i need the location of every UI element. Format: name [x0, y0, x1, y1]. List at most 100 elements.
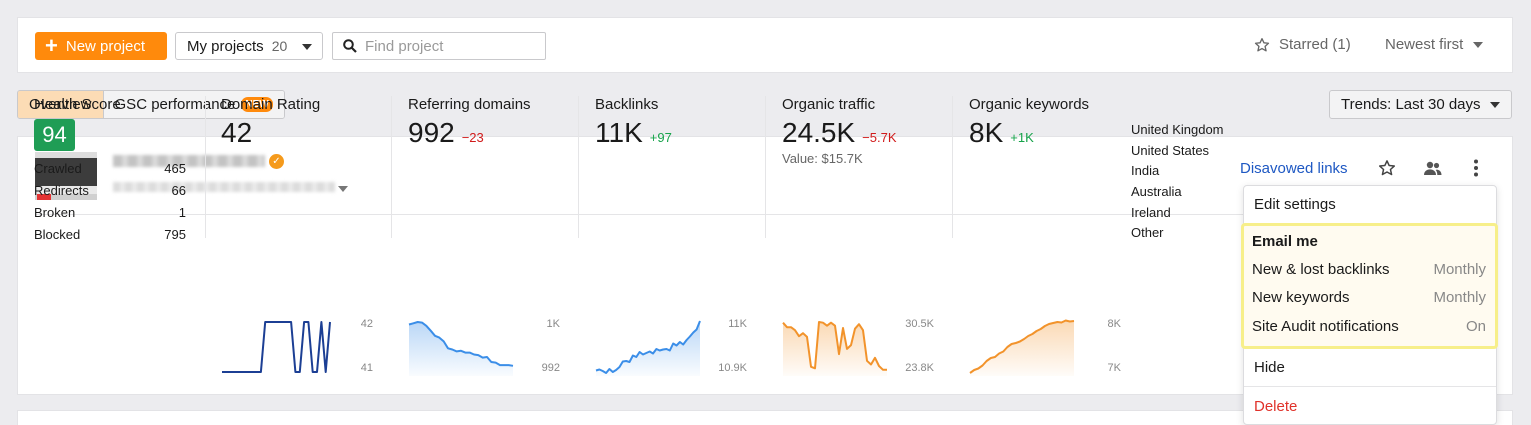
sparkline-line	[782, 321, 887, 371]
health-score-metric[interactable]: Health Score 94 Crawled 465 Redirects 66 B…	[34, 96, 186, 246]
stat-label: Broken	[34, 204, 76, 220]
referring-domains-title: Referring domains	[408, 96, 531, 113]
email-me-title: Email me	[1252, 233, 1318, 250]
organic-keywords-metric[interactable]: Organic keywords 8K +1K	[969, 96, 1089, 246]
stat-value: 66	[171, 182, 186, 198]
email-option-value: Monthly	[1433, 261, 1486, 278]
stat-value: 1	[178, 204, 186, 220]
axis-label-top: 11K	[728, 318, 747, 330]
backlinks-delta: +97	[649, 130, 672, 145]
country-item: Other	[1131, 225, 1164, 241]
sparkline-area	[970, 320, 1074, 376]
tab-overview[interactable]: Overview	[18, 91, 103, 118]
organic-traffic-delta: −5.7K	[862, 130, 897, 145]
star-icon[interactable]	[1378, 159, 1396, 177]
sparkline-line	[408, 321, 514, 367]
organic-traffic-title: Organic traffic	[782, 96, 876, 113]
email-option-value: On	[1465, 318, 1486, 335]
axis-label-top: 42	[360, 318, 373, 330]
traffic-value: Value: $15.7K	[782, 151, 863, 166]
metric-divider	[765, 96, 766, 238]
country-list: United Kingdom United States India Austr…	[1131, 122, 1224, 246]
new-project-label: New project	[65, 37, 146, 55]
country-item: United States	[1131, 142, 1210, 158]
project-name-redacted[interactable]	[113, 155, 265, 167]
sort-label: Newest first	[1385, 36, 1464, 53]
next-project-card	[17, 410, 1513, 425]
project-url-redacted	[113, 182, 335, 192]
organic-keywords-delta: +1K	[1010, 130, 1034, 145]
stat-label: Crawled	[34, 160, 82, 176]
country-item: Australia	[1131, 184, 1182, 200]
stat-label: Redirects	[34, 182, 89, 198]
delete-item[interactable]: Delete	[1254, 398, 1298, 415]
people-icon[interactable]	[1423, 161, 1442, 176]
projects-toolbar: + New project My projects 20 Starred (1)…	[17, 17, 1513, 73]
star-icon	[1254, 37, 1270, 51]
backlinks-metric[interactable]: Backlinks 11K +97	[595, 96, 672, 246]
sparkline-line	[969, 319, 1075, 374]
organic-traffic-metric[interactable]: Organic traffic 24.5K −5.7K Value: $15.7K	[782, 96, 897, 246]
domain-rating-value: 42	[221, 117, 253, 148]
plus-icon: +	[45, 33, 58, 58]
projects-filter-select[interactable]: My projects 20	[175, 32, 323, 60]
search-icon	[343, 39, 357, 53]
project-search[interactable]	[332, 32, 546, 60]
metric-divider	[391, 96, 392, 238]
verified-icon: ✓	[269, 154, 284, 169]
more-vertical-icon[interactable]	[1474, 159, 1478, 177]
starred-filter[interactable]: Starred (1)	[1254, 36, 1351, 53]
backlinks-value: 11K	[595, 117, 643, 148]
email-option-label: Site Audit notifications	[1252, 318, 1399, 335]
referring-domains-metric[interactable]: Referring domains 992 −23	[408, 96, 531, 246]
axis-label-top: 8K	[1107, 318, 1121, 330]
sparkline-line	[222, 321, 331, 373]
organic-keywords-title: Organic keywords	[969, 96, 1090, 113]
organic-traffic-value: 24.5K	[782, 117, 856, 148]
sparkline-line	[595, 320, 701, 374]
domain-rating-chart	[222, 321, 331, 373]
disavowed-links-link[interactable]: Disavowed links	[1240, 160, 1348, 177]
crawl-stats: Crawled 465 Redirects 66 Broken 1 Blocked 79…	[34, 157, 186, 245]
new-project-button[interactable]: + New project	[35, 32, 167, 60]
stat-value: 795	[164, 226, 186, 242]
backlinks-title: Backlinks	[595, 96, 659, 113]
country-item: Ireland	[1131, 204, 1171, 220]
email-option-value: Monthly	[1433, 289, 1486, 306]
search-input[interactable]	[365, 37, 535, 55]
email-option-backlinks[interactable]: New & lost backlinks Monthly	[1252, 261, 1486, 278]
sort-select[interactable]: Newest first	[1385, 36, 1484, 53]
sparkline-area	[783, 322, 887, 376]
stat-value: 465	[164, 160, 186, 176]
stat-row: Redirects 66	[34, 179, 186, 201]
project-actions-menu: Edit settings Email me New & lost backli…	[1241, 185, 1498, 425]
edit-settings-item[interactable]: Edit settings	[1254, 196, 1336, 213]
hide-item[interactable]: Hide	[1254, 359, 1285, 376]
email-option-site-audit[interactable]: Site Audit notifications On	[1252, 318, 1486, 335]
trends-period-select[interactable]: Trends: Last 30 days	[1329, 90, 1512, 119]
starred-label: Starred (1)	[1279, 36, 1351, 53]
email-option-label: New keywords	[1252, 289, 1350, 306]
metric-divider	[952, 96, 953, 238]
sparkline-area	[409, 322, 513, 376]
stat-label: Blocked	[34, 226, 81, 242]
email-option-keywords[interactable]: New keywords Monthly	[1252, 289, 1486, 306]
projects-count: 20	[271, 38, 288, 54]
stat-row: Broken 1	[34, 201, 186, 223]
chevron-down-icon[interactable]	[338, 186, 348, 192]
organic-keywords-value: 8K	[969, 117, 1004, 148]
axis-label-top: 1K	[546, 318, 560, 330]
projects-filter-label: My projects	[187, 37, 264, 55]
axis-label-bottom: 23.8K	[905, 362, 934, 374]
referring-domains-delta: −23	[461, 130, 484, 145]
tab-overview-label: Overview	[29, 96, 92, 113]
site-thumbnail[interactable]	[35, 152, 97, 200]
country-item: United Kingdom	[1131, 122, 1224, 137]
email-option-label: New & lost backlinks	[1252, 261, 1390, 278]
chevron-down-icon	[1473, 41, 1484, 48]
domain-rating-metric[interactable]: Domain Rating 42	[221, 96, 320, 246]
axis-label-bottom: 10.9K	[718, 362, 747, 374]
trends-label: Trends: Last 30 days	[1341, 96, 1481, 113]
chevron-down-icon	[302, 44, 312, 50]
metric-divider	[578, 96, 579, 238]
